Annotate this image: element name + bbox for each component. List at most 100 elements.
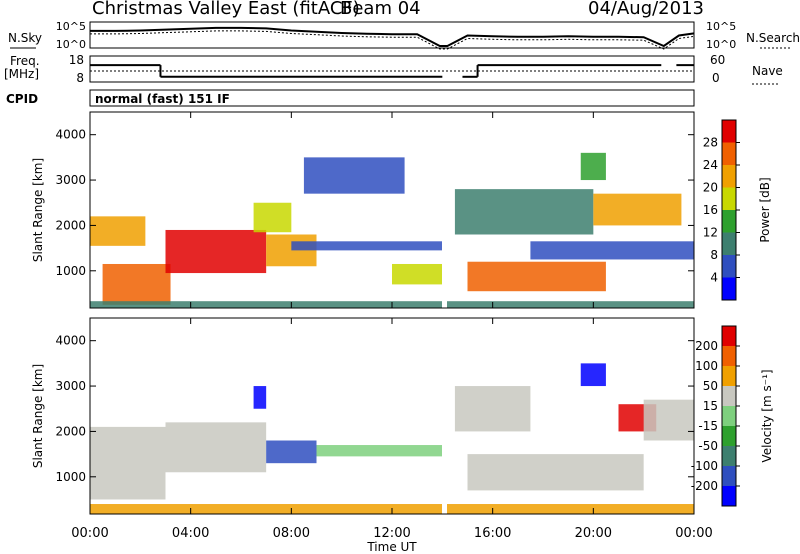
velocity-colorbar-swatch: [722, 446, 736, 466]
frequency-frame: [89, 55, 695, 83]
velocity-colorbar-label: -50: [698, 439, 718, 453]
velocity-colorbar-label: 100: [695, 359, 718, 373]
power-band: [580, 152, 606, 181]
power-colorbar-swatch: [722, 232, 736, 255]
noise-sky-line: [90, 26, 695, 48]
freq-left-tick-bottom: 8: [76, 71, 84, 85]
cpid-frame: [89, 89, 695, 107]
power-colorbar-label: 8: [710, 248, 718, 262]
velocity-colorbar-label: 50: [703, 379, 718, 393]
power-colorbar-swatch: [722, 120, 736, 143]
power-band: [467, 261, 606, 292]
velocity-data-gap: [442, 318, 447, 514]
noise-left-tick-top: 10^5: [56, 20, 86, 33]
nsearch-label: N.Search: [746, 31, 800, 45]
time-tick-label: 04:00: [172, 526, 209, 541]
power-ytick-label: 1000: [55, 264, 86, 278]
velocity-band: [643, 399, 694, 441]
power-colorbar-swatch: [722, 165, 736, 188]
power-band: [530, 241, 694, 260]
date-label: 04/Aug/2013: [588, 0, 704, 19]
power-band: [90, 216, 146, 246]
power-band: [392, 263, 443, 285]
power-data-gap: [442, 112, 447, 308]
power-colorbar-label: 4: [710, 271, 718, 285]
nave-right-tick-bottom: 0: [712, 71, 720, 85]
power-band: [291, 241, 443, 251]
power-colorbar-title: Power [dB]: [758, 177, 772, 242]
velocity-band: [165, 422, 267, 473]
beam-label: Beam 04: [340, 0, 421, 19]
velocity-band: [580, 363, 606, 387]
chart-title: Christmas Valley East (fitACF): [92, 0, 360, 19]
power-colorbar-swatch: [722, 187, 736, 210]
power-colorbar-swatch: [722, 142, 736, 165]
velocity-colorbar-label: -200: [691, 479, 718, 493]
velocity-colorbar-swatch: [722, 346, 736, 366]
power-ytick-label: 3000: [55, 173, 86, 187]
velocity-colorbar-title: Velocity [m s⁻¹]: [760, 369, 774, 462]
velocity-band: [467, 454, 644, 491]
velocity-ytick-label: 3000: [55, 379, 86, 393]
freq-label: Freq.: [10, 54, 40, 68]
velocity-colorbar-swatch: [722, 426, 736, 446]
power-colorbar-label: 20: [703, 181, 718, 195]
time-tick-label: 00:00: [675, 526, 712, 541]
time-tick-label: 12:00: [373, 526, 410, 541]
velocity-colorbar-label: 200: [695, 339, 718, 353]
power-band: [303, 157, 405, 194]
velocity-y-axis-title: Slant Range [km]: [31, 364, 45, 468]
power-ytick-label: 4000: [55, 128, 86, 142]
freq-left-tick-top: 18: [69, 53, 84, 67]
power-band: [165, 229, 267, 274]
velocity-ytick-label: 2000: [55, 424, 86, 438]
power-colorbar-label: 16: [703, 203, 718, 217]
power-ytick-label: 2000: [55, 218, 86, 232]
cpid-mode-label: normal (fast) 151 IF: [95, 92, 230, 106]
velocity-colorbar-label: 15: [703, 399, 718, 413]
velocity-colorbar-label: -100: [691, 459, 718, 473]
time-tick-label: 16:00: [474, 526, 511, 541]
velocity-colorbar-label: -15: [698, 419, 718, 433]
velocity-ytick-label: 4000: [55, 334, 86, 348]
nsky-label: N.Sky: [8, 31, 42, 45]
power-colorbar-label: 24: [703, 158, 718, 172]
power-band: [454, 189, 594, 235]
velocity-panel: 1000 2000 3000 4000 Slant Range [km] 200 100…: [31, 317, 774, 515]
power-band: [102, 263, 171, 305]
velocity-band: [266, 440, 317, 464]
power-band: [593, 193, 682, 226]
power-y-axis-title: Slant Range [km]: [31, 158, 45, 262]
time-tick-label: 00:00: [71, 526, 108, 541]
noise-search-line: [90, 30, 695, 50]
velocity-colorbar-swatch: [722, 366, 736, 386]
power-colorbar-swatch: [722, 277, 736, 300]
noise-right-tick-bottom: 10^0: [706, 38, 736, 51]
power-colorbar-label: 28: [703, 136, 718, 150]
velocity-band: [90, 426, 166, 500]
velocity-colorbar-swatch: [722, 386, 736, 406]
velocity-colorbar-swatch: [722, 406, 736, 426]
power-colorbar-swatch: [722, 210, 736, 233]
velocity-colorbar-frame: [721, 325, 737, 507]
power-colorbar-swatch: [722, 255, 736, 278]
noise-right-tick-top: 10^5: [706, 20, 736, 33]
frequency-panel: Freq. [MHz] 18 8 60 0 Nave: [4, 53, 783, 85]
velocity-band: [454, 386, 531, 432]
velocity-colorbar-swatch: [722, 326, 736, 346]
velocity-colorbar-swatch: [722, 486, 736, 506]
velocity-colorbar-swatch: [722, 466, 736, 486]
cpid-label: CPID: [6, 92, 38, 106]
freq-unit-label: [MHz]: [4, 67, 39, 81]
nave-right-tick-top: 60: [710, 53, 725, 67]
time-tick-label: 08:00: [273, 526, 310, 541]
velocity-band: [253, 386, 267, 409]
velocity-band: [316, 445, 443, 457]
nave-label: Nave: [752, 64, 783, 78]
power-colorbar-label: 12: [703, 226, 718, 240]
power-band: [253, 202, 292, 233]
x-axis-title: Time UT: [366, 540, 417, 554]
noise-left-tick-bottom: 10^0: [56, 38, 86, 51]
time-tick-label: 20:00: [575, 526, 612, 541]
